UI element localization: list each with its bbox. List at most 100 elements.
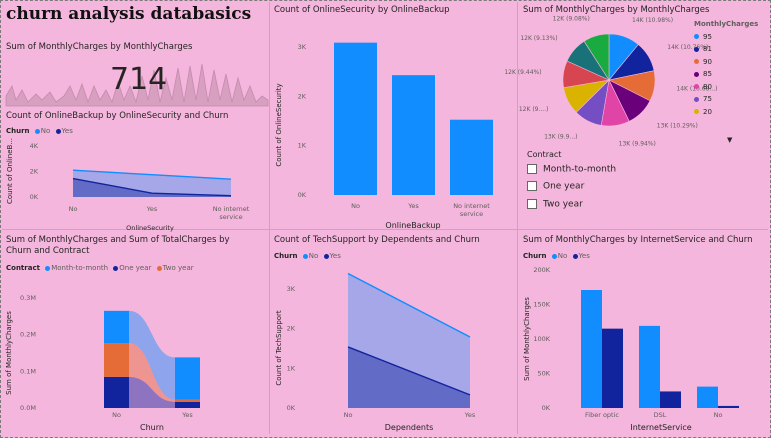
techsupport-line-1 [347,346,471,396]
more-options-icon[interactable]: ▼ [727,136,733,144]
legend-dot-yes [55,128,61,134]
online-backup-x-tick: No [69,205,78,213]
security-bar-y-tick: 3K [298,43,307,51]
pie-legend-item: 80 [694,81,758,94]
online-backup-x-label: OnlineSecurity [126,224,174,232]
pie-legend-item: 90 [694,56,758,69]
internet-x-tick: No [714,411,723,419]
slicer-option-month-to-month[interactable]: Month-to-month [527,164,616,175]
checkbox-icon [527,181,537,191]
online-backup-area-1 [73,178,231,197]
ribbon-x-tick: No [112,411,121,419]
techsupport-legend-no: No [308,252,319,260]
ribbon-y-tick: 0.3M [20,294,36,302]
online-backup-y-tick: 0K [30,193,39,201]
ribbon-y-label: Sum of MonthlyCharges [5,311,13,395]
online-backup-y-tick: 4K [30,142,39,150]
pie-data-label: 12K (9.08%) [553,16,590,23]
ribbon-title: Sum of MonthlyCharges and Sum of TotalCh… [6,235,230,256]
contract-slicer: Contract Month-to-month One year Two yea… [527,150,707,220]
ribbon-bar-1-0 [175,357,200,400]
slicer-option-two-year[interactable]: Two year [527,199,583,210]
security-bar-0 [334,42,377,196]
internet-x-label: InternetService [630,423,691,432]
online-backup-legend: Churn No Yes [6,127,73,135]
security-bar-y-tick: 1K [298,142,307,150]
internet-legend-yes: Yes [578,252,590,260]
security-bar-1 [392,75,435,195]
pie-legend-label: 95 [703,32,712,41]
legend-dot [694,96,699,102]
security-bar-x-tick: No [351,202,360,210]
legend-dot-two [156,265,162,271]
pie-legend-item: 85 [694,68,758,81]
legend-dot [694,84,699,89]
techsupport-x-tick: No [344,411,353,419]
techsupport-y-tick: 0K [287,404,296,412]
internet-bar-2-1 [718,405,739,408]
slicer-option-one-year[interactable]: One year [527,181,584,192]
internet-legend-title: Churn [523,252,547,260]
internet-y-tick: 0K [542,404,551,412]
legend-dot-one [113,265,119,271]
ribbon-bar-0-0 [104,310,129,344]
ribbon-legend: Contract Month-to-month One year Two yea… [6,264,194,272]
ribbon-legend-one: One year [119,264,152,272]
online-backup-line-1 [72,177,232,197]
online-backup-legend-yes: Yes [61,127,73,135]
divider-vertical-left [269,2,270,434]
internet-bar-0-0 [581,290,602,408]
pie-legend-label: 81 [703,45,712,53]
techsupport-line-0 [347,272,471,338]
internet-bar-1-1 [660,391,681,408]
legend-dot-yes [323,253,329,259]
pie-legend-label: 75 [703,95,712,103]
internet-y-tick: 150K [533,301,550,309]
ribbon-y-tick: 0.0M [20,404,36,412]
pie-data-label: 14K (10.76%) [667,44,708,51]
ribbon-bar-0-1 [104,376,129,408]
security-bar-x-tick: No internet service [453,202,490,218]
internet-bar-0-1 [602,328,623,408]
ribbon-legend-two: Two year [162,264,194,272]
ribbon-band-0 [129,310,175,400]
online-backup-legend-no: No [40,127,51,135]
legend-dot-no [302,253,308,259]
sparkline-area [5,63,269,107]
card-title: Sum of MonthlyCharges by MonthlyCharges [6,42,193,52]
ribbon-legend-month: Month-to-month [51,264,109,272]
pie-legend-item: 75 [694,93,758,106]
pie-data-label: 13K (9.9...) [544,134,577,141]
ribbon-band-2 [129,343,175,402]
dashboard-title: churn analysis databasics [6,4,252,24]
internet-legend-no: No [557,252,568,260]
ribbon-bar-1-2 [175,399,200,402]
internet-y-tick: 100K [533,335,550,343]
pie-legend: MonthlyCharges 95 81 90 85 80 75 20 [694,18,758,116]
online-backup-title: Count of OnlineBackup by OnlineSecurity … [6,111,229,121]
online-backup-line-0 [72,169,232,180]
legend-dot-yes [572,253,578,259]
internet-y-label: Sum of MonthlyCharges [523,297,531,381]
techsupport-x-label: Dependents [385,423,434,432]
legend-dot-no [551,253,557,259]
internet-bar-2-0 [697,386,718,408]
legend-dot [694,46,699,52]
ribbon-bar-0-2 [104,343,129,377]
internet-y-tick: 50K [537,370,550,378]
pie-data-label: 13K (9.94%) [619,140,656,147]
pie-slice-9 [583,33,610,82]
techsupport-y-tick: 1K [287,364,296,372]
techsupport-y-tick: 3K [287,285,296,293]
ribbon-band-1 [129,376,175,408]
legend-dot-month [45,265,51,271]
pie-data-label: 12K (9.44%) [504,69,541,76]
online-backup-y-label: Count of OnlineB... [6,138,14,204]
techsupport-y-label: Count of TechSupport [275,310,283,386]
ribbon-bar-1-1 [175,401,200,408]
pie-title: Sum of MonthlyCharges by MonthlyCharges [523,5,710,15]
legend-dot-no [34,128,40,134]
